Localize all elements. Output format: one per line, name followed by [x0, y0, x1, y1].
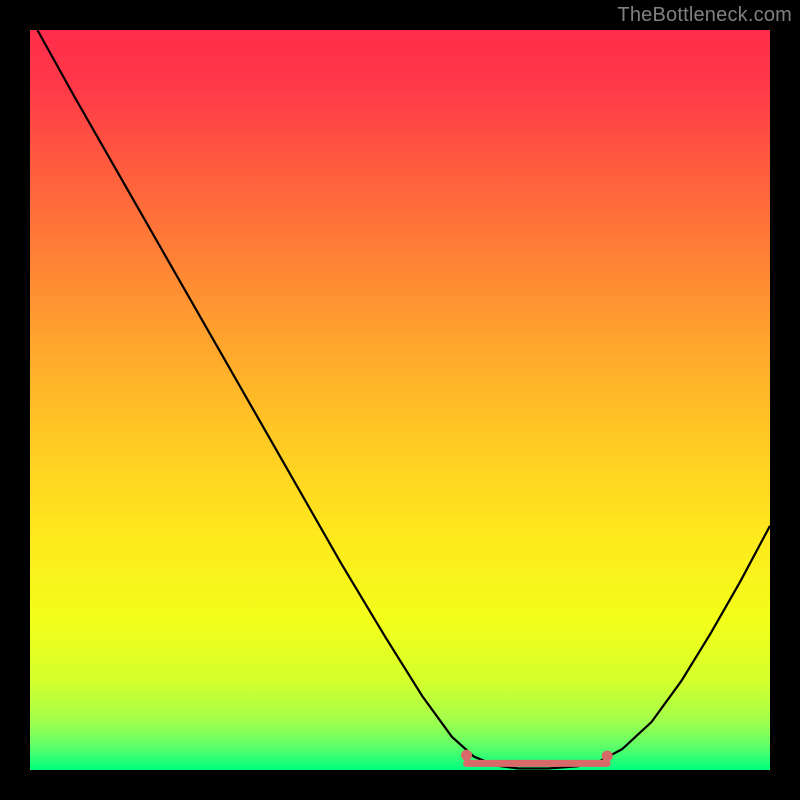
bottleneck-chart: [0, 0, 800, 800]
chart-stage: TheBottleneck.com: [0, 0, 800, 800]
watermark-text: TheBottleneck.com: [617, 4, 792, 27]
